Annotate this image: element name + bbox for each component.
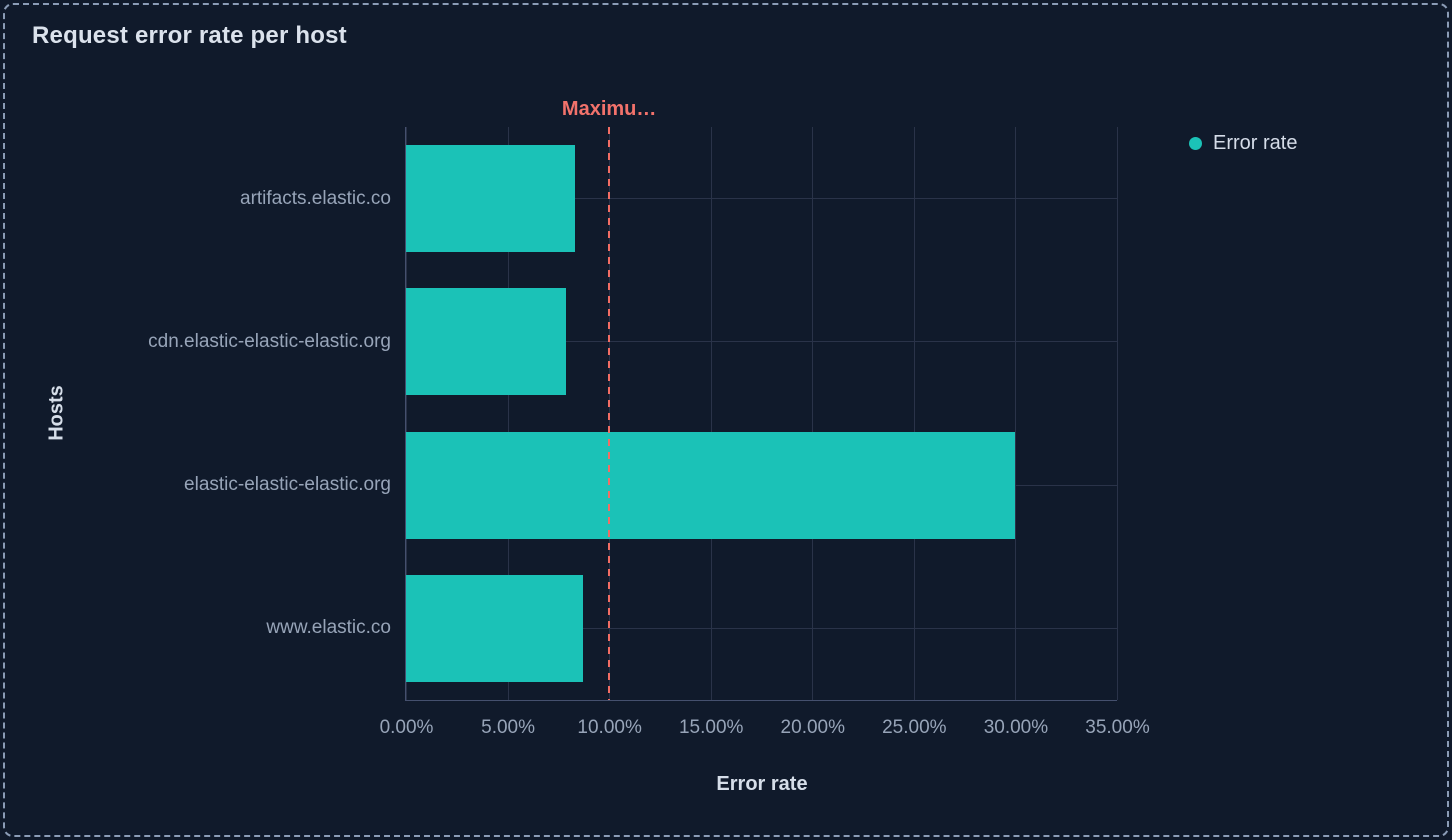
x-tick-label: 30.00% bbox=[983, 717, 1049, 738]
bar-www.elastic.co[interactable] bbox=[406, 574, 583, 682]
vertical-gridline bbox=[507, 127, 509, 700]
x-tick-label: 25.00% bbox=[882, 717, 947, 738]
threshold-annotation-label: Maximu… bbox=[561, 98, 657, 120]
x-tick-label: 35.00% bbox=[1085, 717, 1150, 738]
horizontal-gridline bbox=[406, 198, 1117, 200]
threshold-annotation-line bbox=[608, 127, 611, 700]
bar-elastic-elastic-elastic.org[interactable] bbox=[406, 431, 1016, 539]
legend-item-error-rate[interactable]: Error rate bbox=[1189, 132, 1297, 155]
bar-artifacts.elastic.co[interactable] bbox=[406, 145, 575, 253]
vertical-gridline bbox=[1015, 127, 1017, 700]
x-tick-label: 5.00% bbox=[481, 717, 535, 738]
horizontal-gridline bbox=[406, 627, 1117, 629]
x-tick-label: 0.00% bbox=[379, 717, 434, 738]
y-tick-label: elastic-elastic-elastic.org bbox=[184, 474, 391, 496]
horizontal-gridline bbox=[406, 341, 1117, 343]
vertical-gridline bbox=[710, 127, 712, 700]
y-axis-title: Hosts bbox=[45, 385, 68, 441]
y-tick-label: cdn.elastic-elastic-elastic.org bbox=[148, 330, 391, 352]
y-tick-label: artifacts.elastic.co bbox=[240, 187, 391, 209]
vertical-gridline bbox=[1117, 127, 1118, 700]
chart-panel: Request error rate per host artifacts.el… bbox=[3, 3, 1449, 837]
bar-cdn.elastic-elastic-elastic.org[interactable] bbox=[406, 288, 567, 396]
x-tick-label: 15.00% bbox=[678, 717, 744, 738]
vertical-gridline bbox=[406, 127, 407, 700]
vertical-gridline bbox=[812, 127, 814, 700]
plot-area bbox=[405, 127, 1118, 701]
x-tick-label: 20.00% bbox=[780, 717, 846, 738]
x-axis-title: Error rate bbox=[716, 773, 808, 795]
x-tick-label: 10.00% bbox=[577, 717, 642, 738]
legend-label: Error rate bbox=[1213, 132, 1298, 154]
y-tick-label: www.elastic.co bbox=[266, 617, 391, 639]
legend-dot-icon bbox=[1189, 137, 1202, 150]
chart-title: Request error rate per host bbox=[32, 22, 347, 49]
vertical-gridline bbox=[913, 127, 915, 700]
